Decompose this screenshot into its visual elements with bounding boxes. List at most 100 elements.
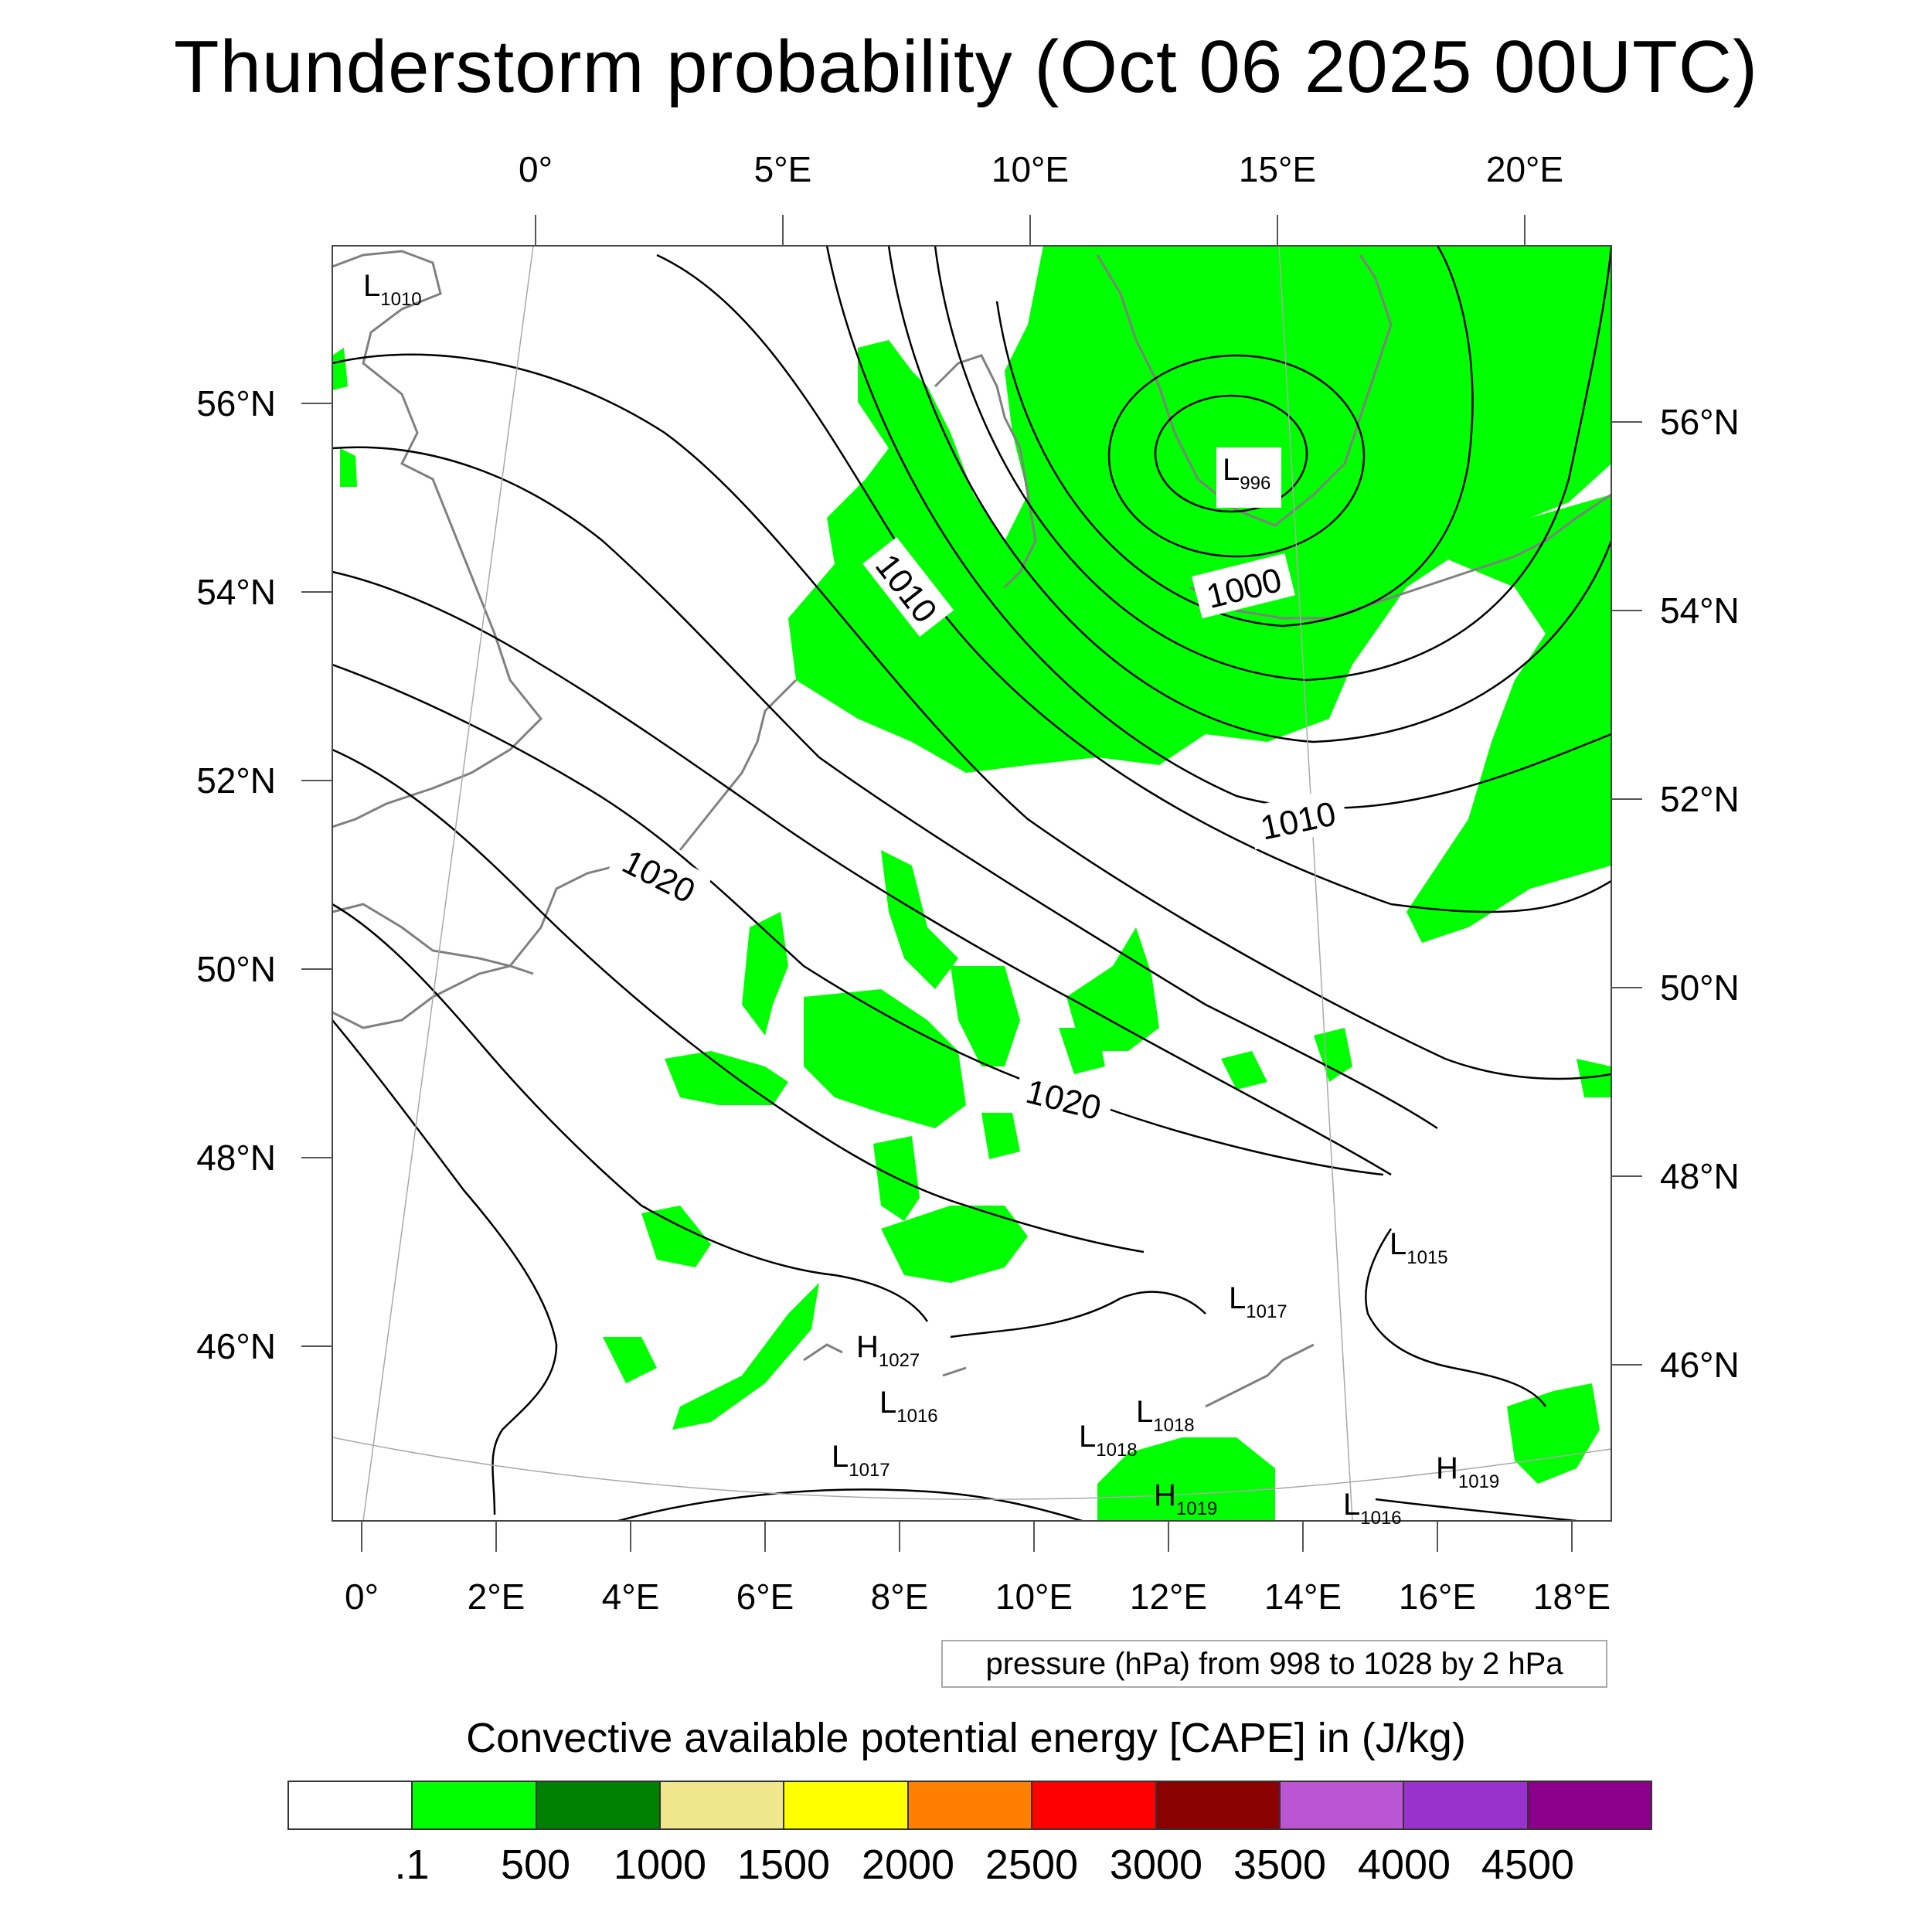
pressure-center: L1017 [1229, 1281, 1287, 1322]
isobar-labels: 1010 1000 1010 1020 1020 [607, 537, 1349, 1131]
cape-region-central-4 [951, 966, 1020, 1066]
isobar-south [617, 1488, 1083, 1521]
colorbar-swatch [784, 1782, 909, 1828]
right-lat-labels: 56°N 54°N 52°N 50°N 48°N 46°N [1660, 402, 1740, 1385]
svg-text:L1017: L1017 [1229, 1281, 1287, 1322]
baltic-coast [1189, 493, 1611, 620]
colorbar-swatch [413, 1782, 537, 1828]
colorbar-tick-label: 500 [500, 1842, 571, 1888]
bottom-lon-label: 0° [345, 1577, 379, 1617]
right-lat-label: 52°N [1660, 779, 1740, 819]
sweden-coast [1096, 254, 1393, 527]
right-lat-label: 54°N [1660, 590, 1740, 631]
cape-region-pl-south [1314, 1028, 1352, 1082]
svg-text:L1017: L1017 [832, 1440, 890, 1481]
right-lat-label: 50°N [1660, 968, 1740, 1008]
isobar-1006 [887, 246, 1611, 743]
bottom-lon-label: 6°E [736, 1577, 794, 1617]
pressure-center: L1018 [1079, 1420, 1138, 1461]
right-lat-label: 46°N [1660, 1345, 1740, 1385]
cape-region-south-east [1507, 1383, 1600, 1484]
top-lon-labels: 0° 5°E 10°E 15°E 20°E [519, 149, 1563, 189]
pressure-center: H1019 [1436, 1451, 1499, 1492]
colorbar-tick-label: 4500 [1481, 1842, 1575, 1888]
cape-region-east [1406, 495, 1611, 943]
cape-region-central-2 [804, 989, 966, 1128]
pressure-center: H1027 [856, 1330, 920, 1371]
cape-region-northeast-band [788, 246, 1611, 773]
left-lat-label: 50°N [196, 949, 276, 989]
left-lat-label: 54°N [196, 572, 276, 612]
bottom-lon-labels: 0° 2°E 4°E 6°E 8°E 10°E 12°E 14°E 16°E 1… [345, 1577, 1611, 1617]
cape-region-central-1 [742, 912, 788, 1036]
isobar-alps-1 [950, 1291, 1206, 1338]
parallel-45 [332, 1437, 1611, 1500]
isobar-alps-2 [1365, 1228, 1547, 1407]
benelux-coast [679, 679, 798, 851]
svg-text:L1018: L1018 [1136, 1395, 1195, 1436]
svg-text:H1019: H1019 [1154, 1478, 1217, 1519]
cape-region-south-west-3 [603, 1337, 657, 1383]
isobar-low-2 [1107, 354, 1366, 558]
top-lon-label: 0° [519, 149, 553, 189]
isobar-1012 [656, 253, 1611, 913]
cape-region-danube [1059, 1028, 1105, 1074]
isobar-1022 [332, 748, 1145, 1253]
svg-text:L1015: L1015 [1389, 1227, 1448, 1268]
colorbar-swatch [1404, 1782, 1529, 1828]
isobar-1018 [332, 570, 1392, 1176]
top-lon-label: 10°E [992, 149, 1069, 189]
colorbar-swatch [1280, 1782, 1405, 1828]
cape-region-south-west-2 [672, 1283, 819, 1430]
isobar-1004 [934, 246, 1611, 682]
cape-region-south-west-1 [641, 1206, 711, 1267]
left-lat-labels: 56°N 54°N 52°N 50°N 48°N 46°N [196, 383, 276, 1366]
isobar-1016 [332, 446, 1438, 1130]
cape-region-alps-east [1097, 1437, 1275, 1521]
svg-text:H1027: H1027 [856, 1330, 920, 1371]
colorbar-tick-label: 2500 [985, 1842, 1079, 1888]
bottom-lon-label: 14°E [1264, 1577, 1342, 1617]
france-coast [332, 849, 658, 1029]
svg-text:L1016: L1016 [879, 1386, 938, 1427]
isobar-1010-a [825, 246, 1611, 810]
left-lat-label: 48°N [196, 1138, 276, 1178]
cape-region-mid-2 [981, 1113, 1020, 1159]
svg-text:L1018: L1018 [1079, 1420, 1138, 1461]
colorbar-tick-label: 4000 [1357, 1842, 1451, 1888]
colorbar-swatch [1032, 1782, 1157, 1828]
colorbar-title: Convective available potential energy [C… [466, 1715, 1466, 1761]
cape-region-central-3 [881, 850, 958, 989]
pressure-center: H1019 [1154, 1478, 1217, 1519]
isobar-low-inner [1154, 394, 1308, 513]
bottom-lon-label: 4°E [602, 1577, 660, 1617]
denmark-coast [934, 354, 1037, 589]
bottom-lon-label: 10°E [995, 1577, 1073, 1617]
pressure-center: L1015 [1389, 1227, 1448, 1268]
bottom-lon-label: 2°E [468, 1577, 526, 1617]
cape-region-central-5 [1066, 927, 1159, 1051]
axis-ticks [301, 215, 1642, 1552]
pressure-center: L1018 [1136, 1395, 1195, 1436]
isobar-1026 [332, 1019, 558, 1515]
colorbar-swatch [536, 1782, 662, 1828]
pressure-center: L1016 [1343, 1488, 1402, 1529]
colorbar-tick-labels: .1 500 1000 1500 2000 2500 3000 3500 400… [0, 1841, 1932, 1895]
left-lat-label: 56°N [196, 383, 276, 423]
isobar-1020 [332, 663, 1384, 1176]
right-lat-label: 56°N [1660, 402, 1740, 442]
left-lat-label: 52°N [196, 760, 276, 801]
isobar-1014 [332, 353, 1611, 1080]
uk-coast [332, 250, 543, 828]
top-lon-label: 5°E [754, 149, 812, 189]
colorbar-swatch [1528, 1782, 1651, 1828]
cape-field [332, 246, 1611, 1521]
cape-region-uk-2 [340, 448, 357, 487]
map-area [332, 246, 1611, 1521]
meridian-0 [362, 246, 534, 1521]
pressure-center: L996 [1216, 447, 1281, 508]
colorbar-tick-label: .1 [394, 1842, 430, 1888]
colorbar-swatch [908, 1782, 1033, 1828]
chart-title: Thunderstorm probability (Oct 06 2025 00… [173, 26, 1759, 108]
colorbar-tick-label: 3000 [1109, 1842, 1203, 1888]
